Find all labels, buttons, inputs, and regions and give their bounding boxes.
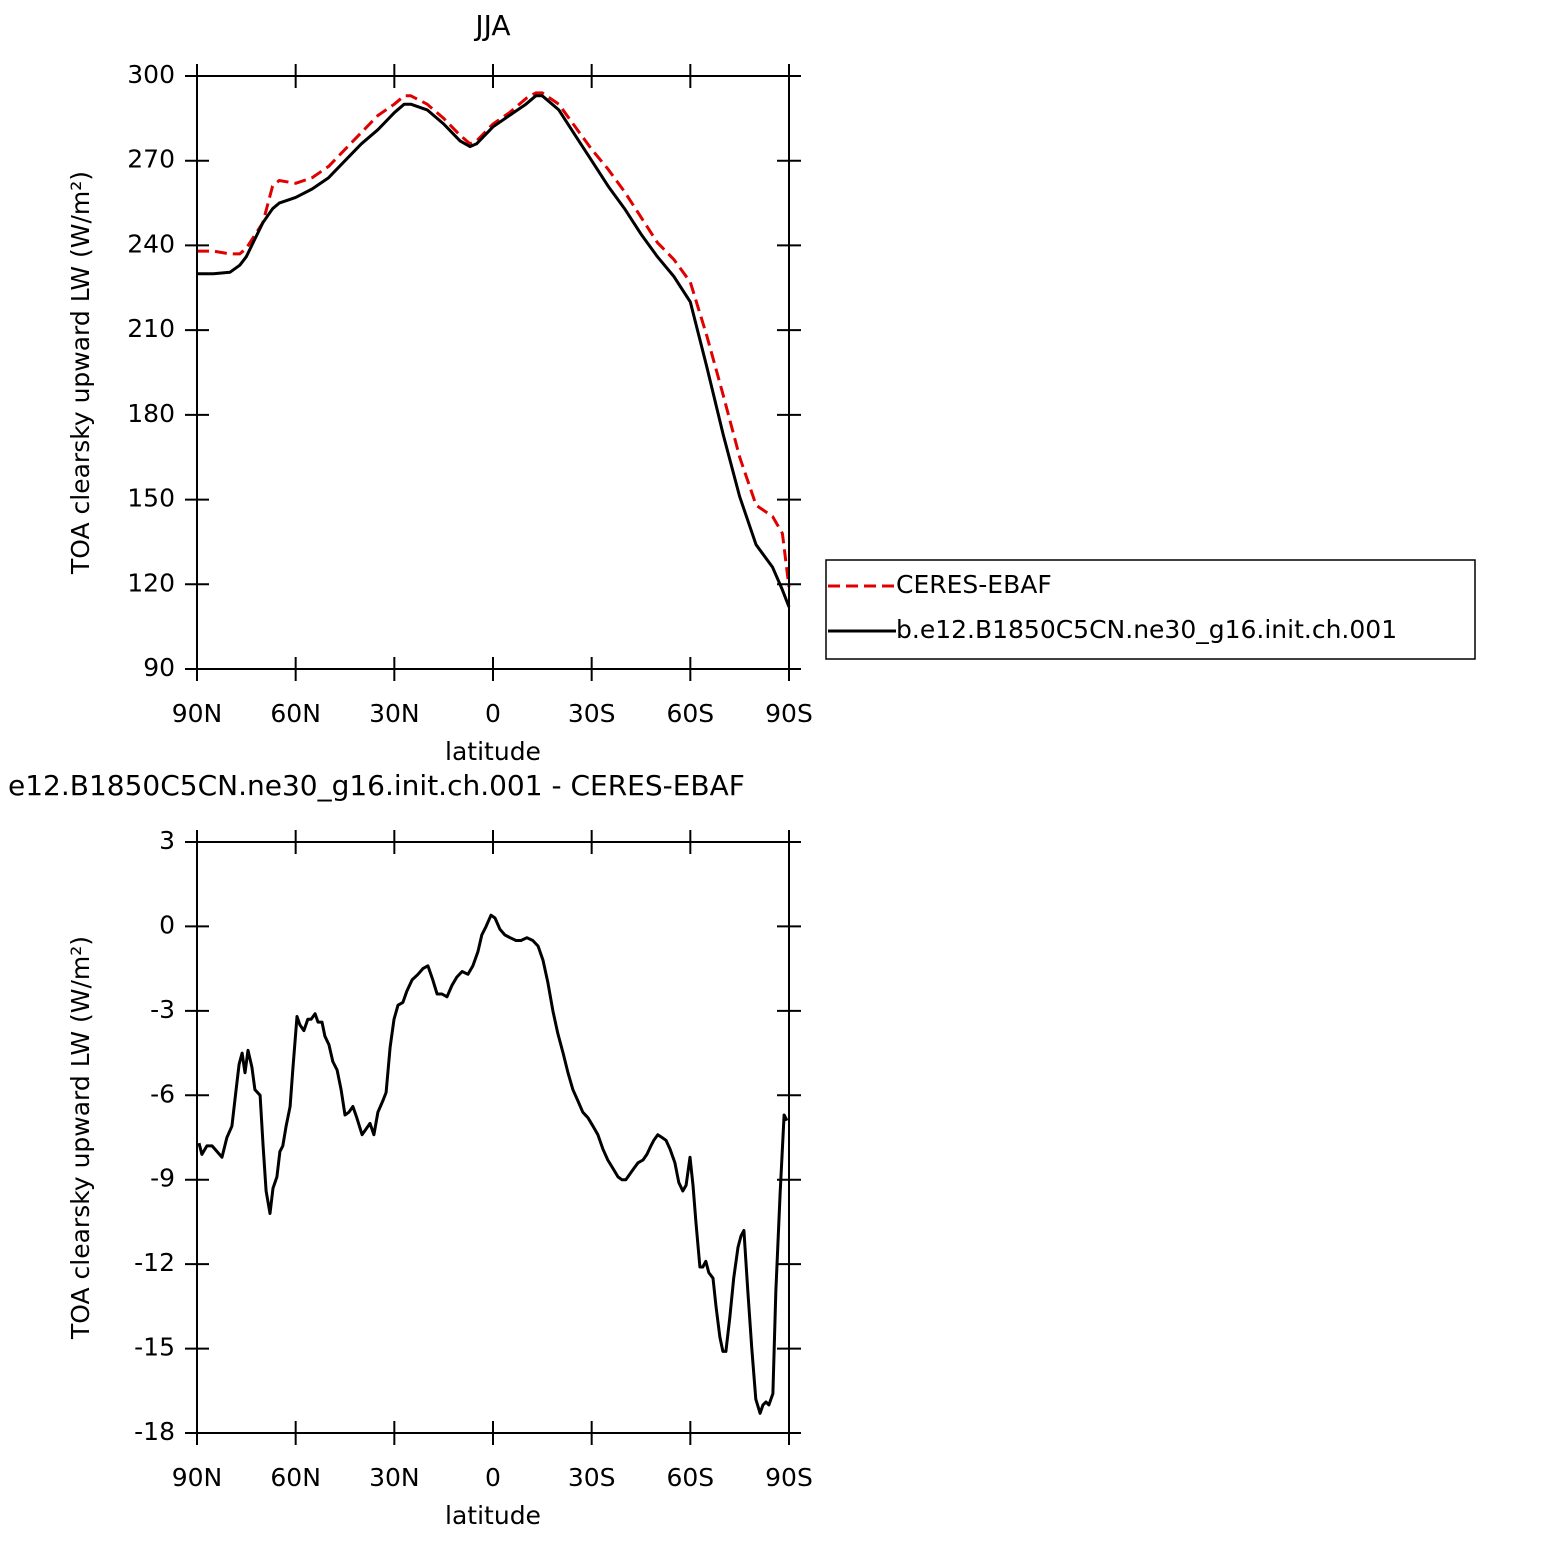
legend-box — [825, 559, 1476, 660]
y-tick-label: 3 — [159, 826, 175, 855]
plot-frame — [196, 75, 790, 670]
x-axis-label: latitude — [445, 737, 541, 766]
x-tick-label: 60N — [270, 1463, 321, 1492]
x-tick-label: 30S — [568, 699, 616, 728]
chart-title: JJA — [473, 9, 510, 42]
legend-label: b.e12.B1850C5CN.ne30_g16.init.ch.001 — [896, 615, 1397, 644]
y-axis-label: TOA clearsky upward LW (W/m²) — [66, 936, 95, 1340]
x-tick-label: 60S — [666, 699, 714, 728]
x-tick-label: 60S — [666, 1463, 714, 1492]
x-tick-label: 90S — [765, 1463, 813, 1492]
y-tick-label: 270 — [127, 145, 175, 174]
x-tick-label: 90S — [765, 699, 813, 728]
y-tick-label: 150 — [127, 484, 175, 513]
y-tick-label: 300 — [127, 60, 175, 89]
y-tick-label: 120 — [127, 568, 175, 597]
x-tick-label: 30N — [369, 1463, 420, 1492]
x-tick-label: 90N — [172, 699, 223, 728]
x-tick-label: 30S — [568, 1463, 616, 1492]
y-tick-label: -15 — [134, 1333, 175, 1362]
data-line — [197, 913, 789, 1415]
legend-label: CERES-EBAF — [896, 570, 1052, 599]
plot-frame — [196, 841, 790, 1434]
y-tick-label: -3 — [150, 995, 175, 1024]
y-tick-label: 240 — [127, 229, 175, 258]
y-tick-label: 180 — [127, 399, 175, 428]
y-axis-label: TOA clearsky upward LW (W/m²) — [66, 171, 95, 575]
data-line — [197, 91, 791, 588]
x-tick-label: 30N — [369, 699, 420, 728]
x-tick-label: 0 — [485, 1463, 501, 1492]
data-line — [197, 94, 791, 608]
x-tick-label: 60N — [270, 699, 321, 728]
x-tick-label: 90N — [172, 1463, 223, 1492]
y-tick-label: -9 — [150, 1164, 175, 1193]
y-tick-label: -18 — [134, 1417, 175, 1446]
y-tick-label: 90 — [143, 653, 175, 682]
y-tick-label: 210 — [127, 314, 175, 343]
x-tick-label: 0 — [485, 699, 501, 728]
chart-title: e12.B1850C5CN.ne30_g16.init.ch.001 - CER… — [8, 769, 745, 802]
y-tick-label: -6 — [150, 1079, 175, 1108]
y-tick-label: 0 — [159, 910, 175, 939]
x-axis-label: latitude — [445, 1501, 541, 1530]
y-tick-label: -12 — [134, 1248, 175, 1277]
